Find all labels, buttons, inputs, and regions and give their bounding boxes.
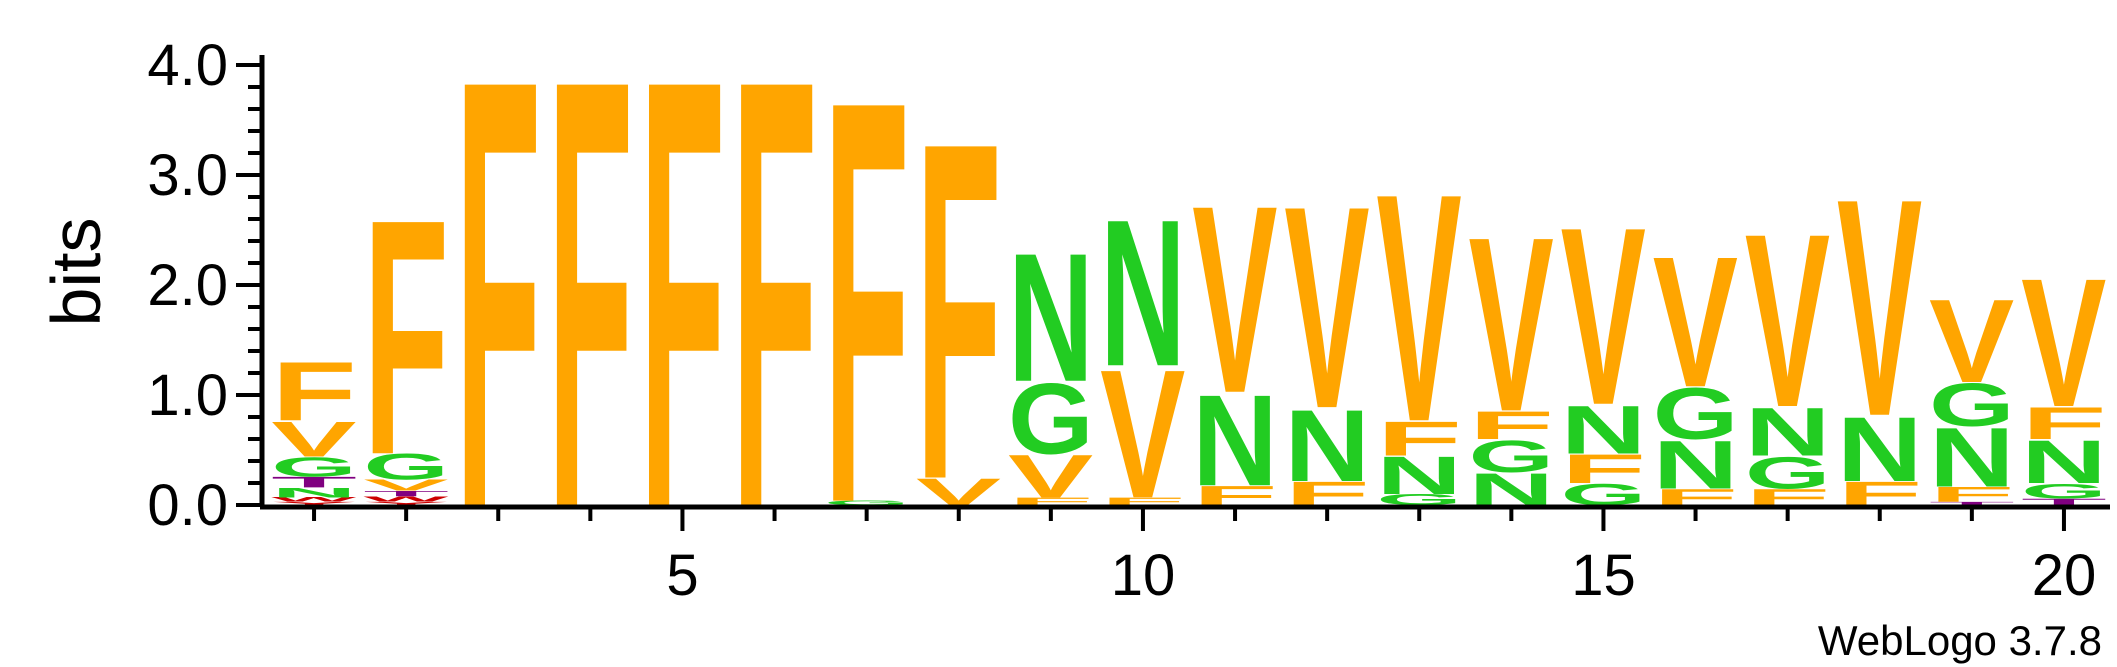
logo-letter: G <box>363 447 449 488</box>
logo-letter: V <box>1284 147 1369 469</box>
x-tick-label: 20 <box>2032 543 2097 608</box>
logo-letter: G <box>1745 447 1831 498</box>
logo-letter: G <box>271 452 357 483</box>
logo-letter: V <box>363 477 449 494</box>
logo-letter: G <box>2021 479 2107 503</box>
logo-letter: F <box>548 0 634 635</box>
weblogo-credit: WebLogo 3.7.8 <box>1818 617 2102 664</box>
logo-letter: F <box>2021 398 2107 449</box>
logo-letter: G <box>1653 372 1739 454</box>
x-tick-label: 5 <box>666 543 698 608</box>
logo-letter: V <box>1100 333 1185 537</box>
logo-letter: N <box>2021 428 2107 496</box>
logo-letter: N <box>1376 446 1462 505</box>
logo-letter: T <box>2021 497 2107 507</box>
logo-letter: Y <box>363 501 449 506</box>
logo-letter: V <box>1745 182 1830 458</box>
logo-letter: G <box>1008 363 1094 476</box>
logo-letter: W <box>271 496 357 503</box>
logo-letter: F <box>1929 483 2015 507</box>
logo-letter: G <box>1376 491 1462 508</box>
logo-letter: V <box>2021 241 2106 445</box>
y-tick-label: 3.0 <box>147 143 228 208</box>
logo-letter: N <box>1192 368 1278 513</box>
logo-letter: F <box>1100 495 1186 507</box>
logo-letter: V <box>1929 275 2014 408</box>
logo-letter: F <box>363 149 449 525</box>
x-tick-label: 10 <box>1111 543 1176 608</box>
logo-letter: F <box>916 43 1002 581</box>
logo-letter: V <box>1192 151 1277 450</box>
x-tick-label: 15 <box>1571 543 1636 608</box>
logo-letter: N <box>1561 391 1647 468</box>
y-tick-label: 1.0 <box>147 363 228 428</box>
y-tick-label: 4.0 <box>147 33 228 98</box>
logo-letter: T <box>363 489 449 498</box>
logo-letter: T <box>1929 501 2015 506</box>
logo-letter: Y <box>271 501 357 506</box>
logo-letter: F <box>1561 445 1647 491</box>
logo-letter: N <box>1284 389 1370 503</box>
logo-letter: V <box>271 411 357 468</box>
logo-letter: F <box>732 0 818 635</box>
logo-letter: N <box>1929 410 2015 504</box>
logo-letter: F <box>271 345 357 439</box>
logo-letter: V <box>1561 174 1646 458</box>
logo-letter: V <box>1469 185 1554 463</box>
logo-letter: V <box>1008 442 1093 510</box>
logo-letter: G <box>1469 431 1555 482</box>
logo-letter: F <box>1376 412 1462 466</box>
logo-letter: N <box>1653 426 1739 503</box>
logo-letter: G <box>824 499 910 506</box>
logo-letter: N <box>1745 393 1831 470</box>
logo-letter: F <box>824 0 910 623</box>
logo-letter: V <box>1837 135 1922 481</box>
y-tick-label: 0.0 <box>147 473 228 538</box>
y-axis-label: bits <box>37 218 115 327</box>
logo-letter: F <box>455 0 541 635</box>
logo-letter: N <box>1008 214 1094 419</box>
logo-letter: G <box>1929 370 2015 439</box>
y-tick-label: 2.0 <box>147 253 228 318</box>
logo-letter: N <box>1100 177 1186 411</box>
logo-letter: F <box>1008 495 1094 507</box>
logo-letter: F <box>640 0 726 635</box>
logo-letter: V <box>1653 217 1738 426</box>
x-axis: 5 10 15 20 <box>260 504 2110 608</box>
y-axis: 0.0 1.0 2.0 3.0 4.0 <box>147 33 265 538</box>
logo-letter: V <box>1376 127 1461 490</box>
logo-letter: N <box>271 485 357 500</box>
logo-letter: T <box>271 474 357 491</box>
logo-letter: W <box>363 495 449 504</box>
logo-letter: F <box>1469 403 1555 447</box>
logo-letter: N <box>1837 399 1923 501</box>
